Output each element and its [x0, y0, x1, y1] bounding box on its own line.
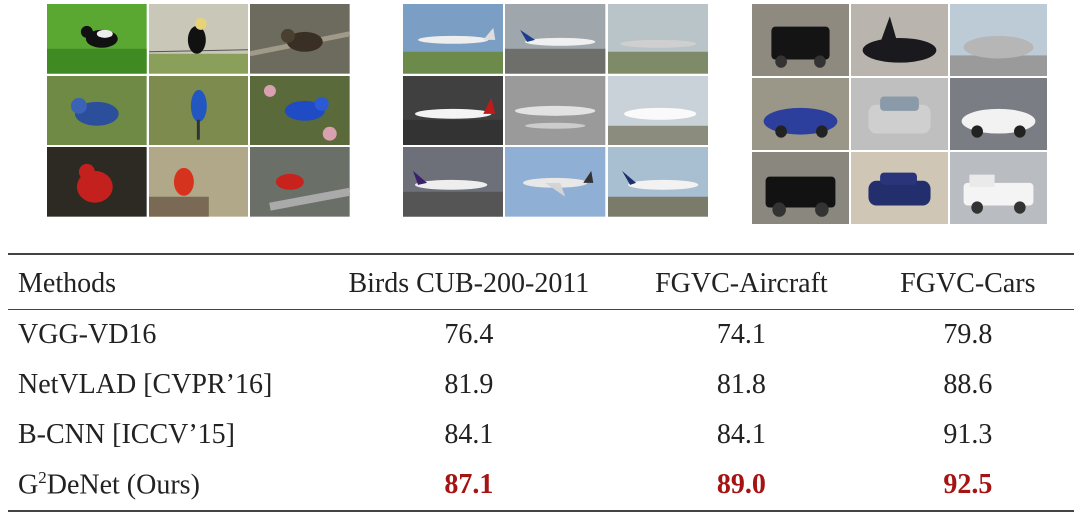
method-name-ours: G2DeNet (Ours): [8, 460, 317, 512]
car-image: [851, 4, 948, 76]
bird-image: [148, 75, 249, 146]
cars-image-grid: [752, 4, 1047, 224]
aircraft-image: [505, 4, 606, 74]
car-image: [752, 78, 849, 150]
aircraft-image-grid: [403, 4, 708, 217]
header-aircraft: FGVC-Aircraft: [621, 253, 862, 310]
aircraft-image: [505, 147, 606, 217]
aircraft-image: [505, 75, 606, 146]
bird-image: [250, 147, 350, 217]
method-superscript: 2: [38, 468, 47, 488]
aircraft-image: [607, 147, 708, 217]
bird-image: [250, 75, 350, 146]
table-row: VGG-VD16 76.4 74.1 79.8: [8, 310, 1074, 361]
birds-score: 84.1: [444, 419, 494, 450]
bird-image: [47, 4, 147, 74]
bird-image: [47, 75, 147, 146]
aircraft-score-best: 89.0: [621, 460, 862, 512]
header-methods: Methods: [8, 253, 317, 310]
header-cars: FGVC-Cars: [861, 253, 1074, 310]
header-birds: Birds CUB-200-2011: [316, 253, 622, 310]
method-name: B-CNN [ICCV’15]: [18, 419, 235, 450]
bird-image: [250, 4, 350, 74]
car-image: [752, 4, 849, 76]
aircraft-image: [403, 4, 504, 74]
table-row: NetVLAD [CVPR’16] 81.9 81.8 88.6: [8, 360, 1074, 410]
car-image: [752, 152, 849, 224]
car-image: [950, 4, 1047, 76]
aircraft-image: [607, 4, 708, 74]
bird-image: [148, 4, 249, 74]
method-name: NetVLAD [CVPR’16]: [18, 369, 273, 400]
aircraft-image: [403, 147, 504, 217]
cars-score: 91.3: [943, 419, 993, 450]
results-table: Methods Birds CUB-200-2011 FGVC-Aircraft…: [8, 253, 1074, 512]
car-image: [950, 152, 1047, 224]
car-image: [851, 152, 948, 224]
aircraft-image: [607, 75, 708, 146]
cars-score: 79.8: [943, 319, 993, 350]
table-row: B-CNN [ICCV’15] 84.1 84.1 91.3: [8, 410, 1074, 460]
bird-image: [47, 147, 147, 217]
aircraft-score: 81.8: [716, 369, 766, 400]
bird-image: [148, 147, 249, 217]
cars-score: 88.6: [943, 369, 993, 400]
car-image: [950, 78, 1047, 150]
aircraft-image: [403, 75, 504, 146]
method-suffix: DeNet (Ours): [46, 469, 200, 501]
birds-score: 76.4: [444, 319, 494, 350]
method-name: VGG-VD16: [18, 319, 157, 350]
cars-score-best: 92.5: [861, 460, 1074, 512]
car-image: [851, 78, 948, 150]
birds-score-best: 87.1: [316, 460, 622, 512]
aircraft-score: 74.1: [716, 319, 766, 350]
table-row-ours: G2DeNet (Ours) 87.1 89.0 92.5: [8, 460, 1074, 512]
table-header-row: Methods Birds CUB-200-2011 FGVC-Aircraft…: [8, 253, 1074, 310]
aircraft-score: 84.1: [716, 419, 766, 450]
method-prefix: G: [18, 469, 39, 501]
birds-image-grid: [47, 4, 350, 217]
birds-score: 81.9: [444, 369, 494, 400]
